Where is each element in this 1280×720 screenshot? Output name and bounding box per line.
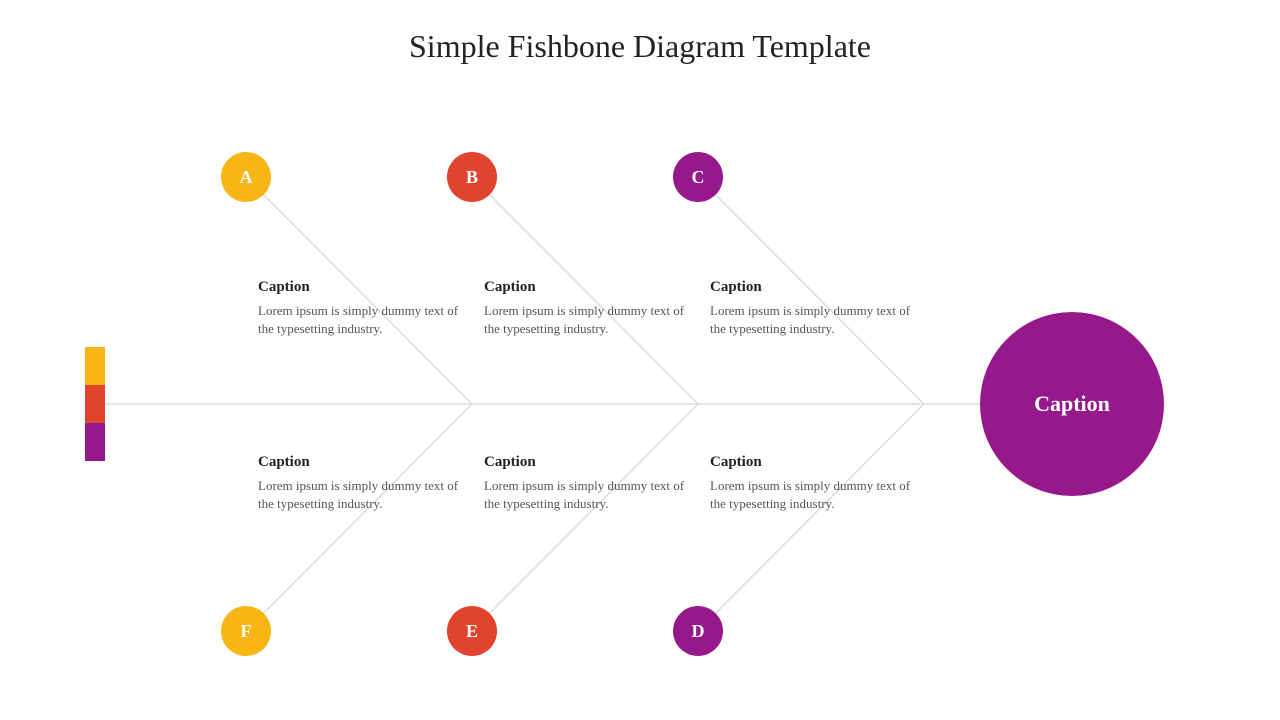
bone-node-label: E xyxy=(466,621,478,642)
caption-block: Caption Lorem ipsum is simply dummy text … xyxy=(710,279,920,337)
caption-body: Lorem ipsum is simply dummy text of the … xyxy=(258,302,468,337)
tail-swatch xyxy=(85,347,105,385)
bone-node-label: A xyxy=(240,167,253,188)
caption-body: Lorem ipsum is simply dummy text of the … xyxy=(484,477,694,512)
caption-title: Caption xyxy=(484,279,694,296)
caption-block: Caption Lorem ipsum is simply dummy text … xyxy=(258,279,468,337)
tail-swatch xyxy=(85,385,105,423)
caption-block: Caption Lorem ipsum is simply dummy text … xyxy=(258,454,468,512)
page-title-text: Simple Fishbone Diagram Template xyxy=(409,28,871,64)
caption-block: Caption Lorem ipsum is simply dummy text … xyxy=(484,454,694,512)
caption-title: Caption xyxy=(258,454,468,471)
bone-node-a: A xyxy=(221,152,271,202)
caption-title: Caption xyxy=(484,454,694,471)
caption-body: Lorem ipsum is simply dummy text of the … xyxy=(710,302,920,337)
caption-title: Caption xyxy=(710,279,920,296)
fish-head: Caption xyxy=(980,312,1164,496)
bone-node-b: B xyxy=(447,152,497,202)
caption-block: Caption Lorem ipsum is simply dummy text … xyxy=(484,279,694,337)
tail-swatch xyxy=(85,423,105,461)
bone-node-label: F xyxy=(241,621,252,642)
bone-node-c: C xyxy=(673,152,723,202)
caption-title: Caption xyxy=(710,454,920,471)
fish-head-label: Caption xyxy=(1034,391,1110,417)
caption-block: Caption Lorem ipsum is simply dummy text … xyxy=(710,454,920,512)
bone-node-label: D xyxy=(692,621,705,642)
bone-node-label: B xyxy=(466,167,478,188)
caption-body: Lorem ipsum is simply dummy text of the … xyxy=(484,302,694,337)
bone-node-label: C xyxy=(692,167,705,188)
caption-title: Caption xyxy=(258,279,468,296)
page-title: Simple Fishbone Diagram Template xyxy=(0,28,1280,65)
fishbone-stage: Simple Fishbone Diagram Template Caption… xyxy=(0,0,1280,720)
bone-node-d: D xyxy=(673,606,723,656)
caption-body: Lorem ipsum is simply dummy text of the … xyxy=(710,477,920,512)
bone-node-f: F xyxy=(221,606,271,656)
caption-body: Lorem ipsum is simply dummy text of the … xyxy=(258,477,468,512)
bone-node-e: E xyxy=(447,606,497,656)
